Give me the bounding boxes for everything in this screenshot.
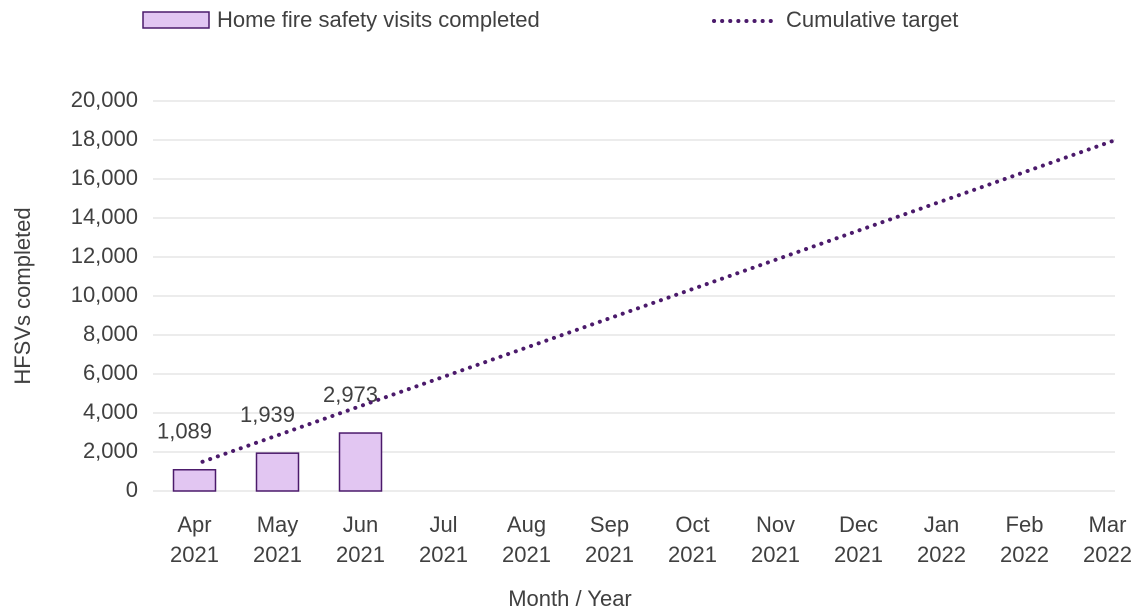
y-tick-label: 16,000 <box>71 165 138 190</box>
bar <box>172 469 217 492</box>
x-tick-label: May 2021 <box>253 512 302 567</box>
x-tick-label: Feb 2022 <box>1000 512 1049 567</box>
legend-label: Cumulative target <box>786 7 958 32</box>
y-axis-title: HFSVs completed <box>10 207 35 384</box>
y-tick-label: 12,000 <box>71 243 138 268</box>
y-tick-label: 14,000 <box>71 204 138 229</box>
bar <box>338 432 383 492</box>
y-tick-label: 8,000 <box>83 321 138 346</box>
y-tick-label: 4,000 <box>83 399 138 424</box>
legend-swatch <box>142 11 210 29</box>
x-tick-label: Aug 2021 <box>502 512 551 567</box>
y-tick-label: 6,000 <box>83 360 138 385</box>
x-tick-label: Nov 2021 <box>751 512 800 567</box>
x-tick-label: Apr 2021 <box>170 512 219 567</box>
bar <box>255 452 300 492</box>
x-tick-label: Mar 2022 <box>1083 512 1132 567</box>
x-tick-label: Jun 2021 <box>336 512 385 567</box>
x-tick-label: Jul 2021 <box>419 512 468 567</box>
x-tick-label: Dec 2021 <box>834 512 883 567</box>
data-label: 1,089 <box>157 419 212 444</box>
legend-label: Home fire safety visits completed <box>217 7 540 32</box>
x-tick-label: Oct 2021 <box>668 512 717 567</box>
y-tick-label: 20,000 <box>71 87 138 112</box>
y-tick-label: 0 <box>126 477 138 502</box>
x-axis-title: Month / Year <box>508 586 632 611</box>
y-tick-label: 10,000 <box>71 282 138 307</box>
x-tick-label: Jan 2022 <box>917 512 966 567</box>
data-label: 1,939 <box>240 402 295 427</box>
y-tick-label: 2,000 <box>83 438 138 463</box>
y-tick-label: 18,000 <box>71 126 138 151</box>
target-line <box>200 138 1118 464</box>
x-tick-label: Sep 2021 <box>585 512 634 567</box>
